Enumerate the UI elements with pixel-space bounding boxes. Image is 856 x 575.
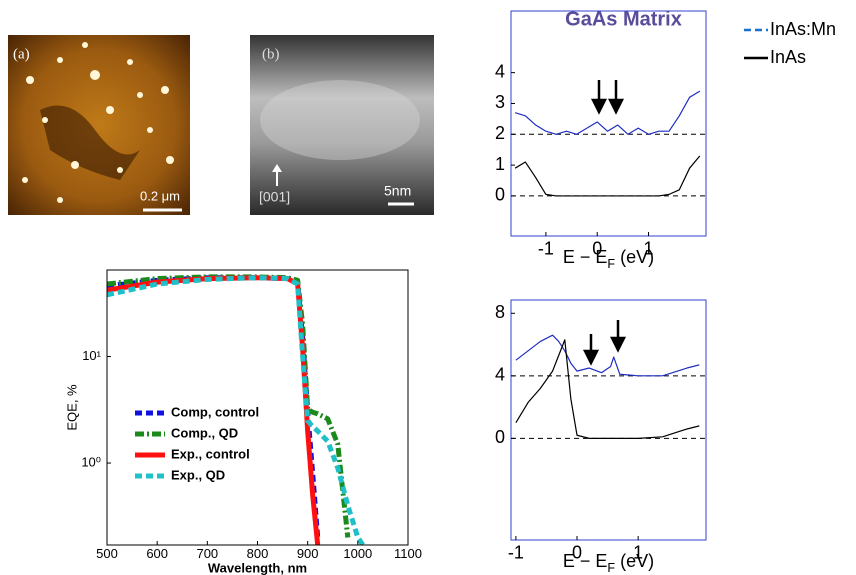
x-tick-label: -1 — [508, 542, 524, 562]
y-tick-label: 2 — [495, 123, 505, 143]
plot-area — [511, 91, 706, 196]
legend-label: Comp, control — [171, 404, 259, 419]
y-tick-label: 4 — [495, 365, 505, 385]
x-tick-label: 500 — [96, 546, 118, 561]
data-line — [516, 340, 699, 439]
plot-frame — [511, 300, 706, 540]
x-tick-label: 800 — [247, 546, 269, 561]
legend-label: Exp., control — [171, 446, 250, 461]
y-axis-label: EQE, % — [64, 384, 79, 431]
x-axis-label-part: E − E — [563, 551, 608, 571]
y-tick-label: 8 — [495, 302, 505, 322]
data-line — [515, 156, 700, 196]
x-axis-label-part: (eV) — [615, 551, 654, 571]
y-tick-label: 3 — [495, 92, 505, 112]
x-tick-label: 600 — [146, 546, 168, 561]
scale-bar-label: 5nm — [384, 183, 411, 199]
y-tick-label: 1 — [495, 154, 505, 174]
scale-bar-label: 0.2 μm — [140, 188, 180, 203]
x-axis-label: E − EF (eV) — [563, 247, 654, 272]
figure: (a) 0.2 μm (b) [001] 5nm 500600700800900… — [0, 0, 856, 575]
panel-label: (b) — [262, 46, 280, 62]
legend-label: InAs:Mn — [770, 19, 836, 39]
y-tick-label: 10⁰ — [81, 454, 101, 469]
legend-label: InAs — [770, 47, 806, 67]
x-axis-label: E − EF (eV) — [563, 551, 654, 575]
x-axis-label-part: E − E — [563, 247, 608, 267]
y-tick-label: 0 — [495, 185, 505, 205]
x-tick-label: 700 — [196, 546, 218, 561]
x-tick-label: 1100 — [394, 546, 422, 561]
y-tick-label: 10¹ — [82, 348, 101, 363]
legend-label: Exp., QD — [171, 467, 225, 482]
x-axis-label: Wavelength, nm — [208, 560, 307, 575]
panel-label: (a) — [13, 46, 30, 62]
x-tick-label: -1 — [538, 238, 554, 258]
plot-area — [511, 335, 706, 438]
data-line — [516, 335, 699, 376]
x-tick-label: 900 — [297, 546, 319, 561]
x-tick-label: 1000 — [343, 546, 372, 561]
data-line — [515, 91, 700, 134]
chart-title: GaAs Matrix — [565, 8, 682, 30]
legend-label: Comp., QD — [171, 425, 238, 440]
y-tick-label: 4 — [495, 61, 505, 81]
annotation-arrows — [585, 80, 624, 363]
y-tick-label: 0 — [495, 427, 505, 447]
plot-frame — [511, 11, 706, 236]
x-axis-label-part: (eV) — [615, 247, 654, 267]
direction-label: [001] — [259, 189, 290, 205]
